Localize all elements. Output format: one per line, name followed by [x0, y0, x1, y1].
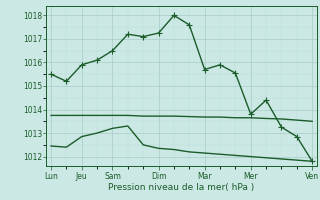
X-axis label: Pression niveau de la mer( hPa ): Pression niveau de la mer( hPa ): [108, 183, 255, 192]
